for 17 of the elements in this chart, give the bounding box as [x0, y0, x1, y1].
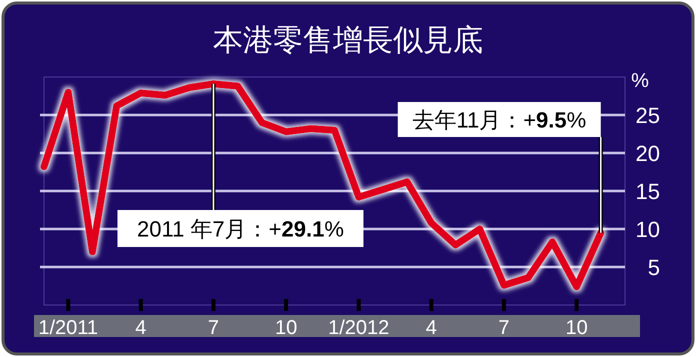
x-tick-label: 7 — [208, 317, 220, 339]
y-tick-label: 15 — [636, 179, 660, 204]
x-tick-label: 1/2011 — [38, 317, 98, 339]
y-tick-label: 5 — [648, 255, 660, 280]
y-tick-label: 20 — [636, 141, 660, 166]
x-tick-label: 1/2012 — [328, 317, 390, 339]
x-tick-label: 10 — [274, 317, 298, 339]
x-tick-label: 4 — [426, 317, 437, 339]
x-tick-label: 10 — [565, 317, 588, 339]
y-tick-label: 10 — [636, 217, 660, 242]
annotation: 去年11月：+9.5% — [412, 108, 586, 132]
y-tick-label: 25 — [636, 103, 660, 128]
x-tick-label: 4 — [135, 317, 146, 339]
x-tick-label: 7 — [498, 317, 510, 339]
annotation: 2011 年7月：+29.1% — [137, 216, 344, 242]
chart-title: 本港零售增長似見底 — [213, 24, 483, 57]
y-axis-title: % — [631, 70, 650, 92]
